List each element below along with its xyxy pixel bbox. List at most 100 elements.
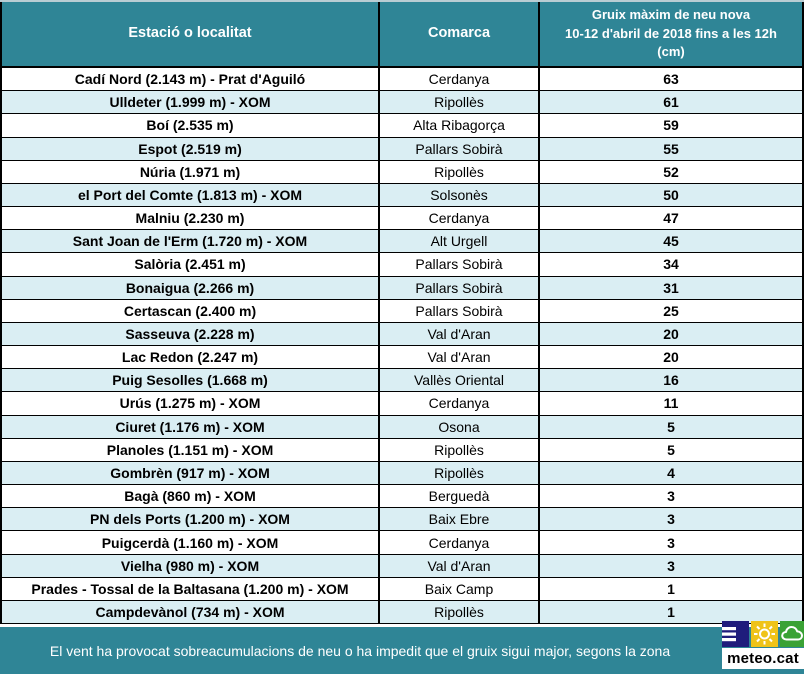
station-cell: Sasseuva (2.228 m) (0, 322, 380, 346)
table-row: Bagà (860 m) - XOM Berguedà 3 (0, 485, 804, 509)
comarca-cell: Ripollès (380, 461, 540, 485)
comarca-cell: Osona (380, 415, 540, 438)
station-cell: PN dels Ports (1.200 m) - XOM (0, 508, 380, 531)
gruix-cell: 31 (540, 276, 804, 299)
station-cell: Ciuret (1.176 m) - XOM (0, 415, 380, 438)
comarca-cell: Solsonès (380, 183, 540, 207)
table-footer-separator (0, 624, 804, 627)
table-row: Sant Joan de l'Erm (1.720 m) - XOM Alt U… (0, 230, 804, 254)
station-cell: Boí (2.535 m) (0, 114, 380, 137)
comarca-cell: Ripollès (380, 438, 540, 461)
table-row: Espot (2.519 m) Pallars Sobirà 55 (0, 137, 804, 161)
station-cell: Gombrèn (917 m) - XOM (0, 461, 380, 485)
gruix-cell: 4 (540, 461, 804, 485)
comarca-cell: Cerdanya (380, 207, 540, 230)
table-row: Certascan (2.400 m) Pallars Sobirà 25 (0, 299, 804, 323)
station-cell: Malniu (2.230 m) (0, 207, 380, 230)
gruix-cell: 16 (540, 369, 804, 392)
station-cell: Cadí Nord (2.143 m) - Prat d'Aguiló (0, 68, 380, 91)
gruix-cell: 45 (540, 230, 804, 253)
table-row: el Port del Comte (1.813 m) - XOM Solson… (0, 183, 804, 208)
gruix-cell: 3 (540, 531, 804, 554)
station-cell: Bagà (860 m) - XOM (0, 485, 380, 508)
table-row: Lac Redon (2.247 m) Val d'Aran 20 (0, 346, 804, 370)
cloud-icon (780, 621, 804, 647)
station-cell: Lac Redon (2.247 m) (0, 346, 380, 369)
table-row: Planoles (1.151 m) - XOM Ripollès 5 (0, 438, 804, 462)
gruix-cell: 11 (540, 392, 804, 415)
station-cell: Ulldeter (1.999 m) - XOM (0, 91, 380, 114)
menu-lines-icon (722, 621, 749, 647)
gruix-cell: 5 (540, 438, 804, 461)
comarca-cell: Pallars Sobirà (380, 137, 540, 160)
station-cell: Vielha (980 m) - XOM (0, 554, 380, 577)
table-row: Malniu (2.230 m) Cerdanya 47 (0, 207, 804, 231)
header-station-label: Estació o localitat (128, 25, 252, 42)
station-cell: Sant Joan de l'Erm (1.720 m) - XOM (0, 230, 380, 253)
table-row: Salòria (2.451 m) Pallars Sobirà 34 (0, 253, 804, 277)
comarca-cell: Ripollès (380, 600, 540, 624)
comarca-cell: Alta Ribagorça (380, 114, 540, 137)
station-cell: Campdevànol (734 m) - XOM (0, 600, 380, 624)
comarca-cell: Val d'Aran (380, 346, 540, 369)
table-row: PN dels Ports (1.200 m) - XOM Baix Ebre … (0, 508, 804, 532)
gruix-cell: 50 (540, 183, 804, 207)
header-comarca-label: Comarca (427, 25, 491, 42)
station-cell: Espot (2.519 m) (0, 137, 380, 160)
comarca-cell: Ripollès (380, 91, 540, 114)
station-cell: el Port del Comte (1.813 m) - XOM (0, 183, 380, 207)
gruix-cell: 63 (540, 68, 804, 91)
station-cell: Urús (1.275 m) - XOM (0, 392, 380, 415)
comarca-cell: Vallès Oriental (380, 369, 540, 392)
gruix-cell: 59 (540, 114, 804, 137)
header-gruix-line2: 10-12 d'abril de 2018 fins a les 12h (565, 25, 777, 41)
comarca-cell: Cerdanya (380, 68, 540, 91)
comarca-cell: Baix Camp (380, 577, 540, 600)
table-row: Vielha (980 m) - XOM Val d'Aran 3 (0, 554, 804, 578)
comarca-cell: Cerdanya (380, 531, 540, 554)
station-cell: Núria (1.971 m) (0, 160, 380, 183)
gruix-cell: 34 (540, 253, 804, 276)
gruix-cell: 61 (540, 91, 804, 114)
header-comarca-column: Comarca (380, 2, 540, 66)
table-row: Bonaigua (2.266 m) Pallars Sobirà 31 (0, 276, 804, 300)
table-row: Campdevànol (734 m) - XOM Ripollès 1 (0, 600, 804, 625)
meteocat-logo: meteo.cat (722, 621, 804, 671)
gruix-cell: 20 (540, 322, 804, 346)
table-row: Puigcerdà (1.160 m) - XOM Cerdanya 3 (0, 531, 804, 555)
comarca-cell: Cerdanya (380, 392, 540, 415)
gruix-cell: 3 (540, 508, 804, 531)
station-cell: Salòria (2.451 m) (0, 253, 380, 276)
header-station-column: Estació o localitat (0, 2, 380, 66)
comarca-cell: Val d'Aran (380, 322, 540, 346)
gruix-cell: 55 (540, 137, 804, 160)
table-row: Boí (2.535 m) Alta Ribagorça 59 (0, 114, 804, 138)
header-gruix-column: Gruix màxim de neu nova 10-12 d'abril de… (540, 2, 804, 66)
gruix-cell: 52 (540, 160, 804, 183)
comarca-cell: Pallars Sobirà (380, 299, 540, 322)
table-row: Núria (1.971 m) Ripollès 52 (0, 160, 804, 184)
header-gruix-line1: Gruix màxim de neu nova (591, 6, 751, 22)
gruix-cell: 20 (540, 346, 804, 369)
table-row: Urús (1.275 m) - XOM Cerdanya 11 (0, 392, 804, 416)
table-row: Ciuret (1.176 m) - XOM Osona 5 (0, 415, 804, 439)
station-cell: Certascan (2.400 m) (0, 299, 380, 322)
table-row: Ulldeter (1.999 m) - XOM Ripollès 61 (0, 91, 804, 115)
table-body: Cadí Nord (2.143 m) - Prat d'Aguiló Cerd… (0, 68, 804, 625)
footer-note-text: El vent ha provocat sobreacumulacions de… (49, 642, 671, 659)
gruix-cell: 3 (540, 554, 804, 577)
meteocat-logo-text: meteo.cat (722, 648, 804, 669)
sun-icon (751, 621, 778, 647)
station-cell: Puig Sesolles (1.668 m) (0, 369, 380, 392)
gruix-cell: 47 (540, 207, 804, 230)
footer-note-bar: El vent ha provocat sobreacumulacions de… (0, 627, 804, 674)
station-cell: Prades - Tossal de la Baltasana (1.200 m… (0, 577, 380, 600)
comarca-cell: Baix Ebre (380, 508, 540, 531)
table-row: Prades - Tossal de la Baltasana (1.200 m… (0, 577, 804, 601)
gruix-cell: 5 (540, 415, 804, 438)
comarca-cell: Alt Urgell (380, 230, 540, 253)
comarca-cell: Pallars Sobirà (380, 253, 540, 276)
table-row: Gombrèn (917 m) - XOM Ripollès 4 (0, 461, 804, 486)
table-row: Cadí Nord (2.143 m) - Prat d'Aguiló Cerd… (0, 68, 804, 92)
